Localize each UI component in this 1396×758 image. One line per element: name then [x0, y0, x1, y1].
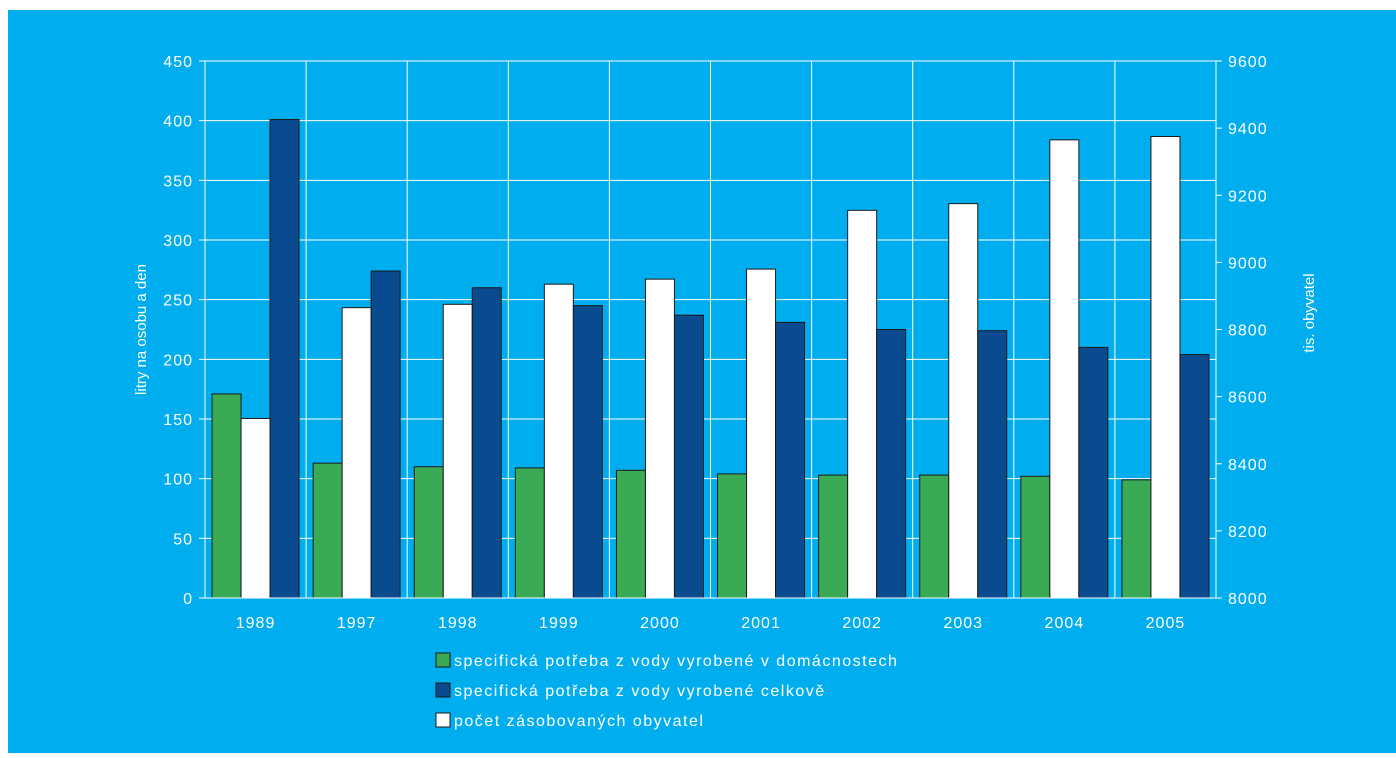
bar-total-consumption	[876, 329, 907, 599]
bar-total-consumption	[572, 305, 603, 599]
x-tick-label: 1989	[236, 615, 276, 632]
x-tick-label: 2004	[1045, 615, 1085, 632]
left-tick-label: 0	[183, 591, 193, 608]
right-tick-label: 8800	[1228, 323, 1268, 340]
left-tick-label: 50	[173, 531, 193, 548]
legend-label: počet zásobovaných obyvatel	[454, 713, 704, 730]
bars	[211, 118, 1210, 599]
right-tick-label: 9200	[1228, 188, 1268, 205]
bar-total-consumption	[370, 270, 401, 599]
bar-domestic-consumption	[717, 473, 748, 599]
bar-served-population	[948, 203, 979, 599]
bar-total-consumption	[1179, 354, 1210, 599]
bar-domestic-consumption	[818, 474, 849, 599]
bar-domestic-consumption	[919, 474, 950, 599]
bar-served-population	[341, 307, 372, 599]
right-axis-title: tis. obyvatel	[1301, 273, 1318, 352]
x-tick-label: 1999	[539, 615, 579, 632]
x-tick-label: 1998	[438, 615, 478, 632]
bar-total-consumption	[673, 314, 704, 599]
left-tick-label: 150	[163, 412, 193, 429]
chart-container: 0 50 100 150 200 250 300 350 400 450 8000 8200 8400…	[8, 10, 1396, 753]
left-tick-label: 200	[163, 352, 193, 369]
bar-domestic-consumption	[312, 462, 343, 599]
right-tick-label: 8200	[1228, 524, 1268, 541]
right-tick-label: 8600	[1228, 390, 1268, 407]
x-tick-label: 2000	[640, 615, 680, 632]
left-axis-title: litry na osobu a den	[133, 264, 150, 395]
left-tick-label: 450	[163, 54, 193, 71]
x-tick-label: 1997	[337, 615, 377, 632]
bar-total-consumption	[269, 118, 300, 599]
bar-served-population	[746, 268, 777, 599]
bar-total-consumption	[977, 330, 1008, 599]
right-tick-label: 8000	[1228, 591, 1268, 608]
bar-domestic-consumption	[1121, 479, 1152, 599]
x-tick-label: 2002	[842, 615, 882, 632]
bar-served-population	[543, 283, 574, 599]
bar-served-population	[442, 303, 473, 599]
right-tick-label: 9000	[1228, 255, 1268, 272]
legend-swatch	[435, 712, 451, 728]
bar-served-population	[644, 278, 675, 599]
right-tick-label: 8400	[1228, 457, 1268, 474]
legend-label: specifická potřeba z vody vyrobené celko…	[454, 683, 826, 700]
bar-chart: 0 50 100 150 200 250 300 350 400 450 8000 8200 8400…	[8, 10, 1396, 753]
left-axis-ticks: 0 50 100 150 200 250 300 350 400 450	[163, 54, 205, 608]
right-tick-label: 9600	[1228, 54, 1268, 71]
right-tick-label: 9400	[1228, 121, 1268, 138]
bar-served-population	[240, 417, 271, 599]
x-axis-ticks: 1989 1997 1998 1999 2000 2001 2002 2003 2004 2005	[236, 615, 1186, 632]
legend: specifická potřeba z vody vyrobené v dom…	[435, 652, 898, 730]
bar-domestic-consumption	[615, 469, 646, 599]
bar-served-population	[1150, 136, 1181, 599]
bar-served-population	[847, 209, 878, 599]
left-tick-label: 350	[163, 173, 193, 190]
legend-label: specifická potřeba z vody vyrobené v dom…	[454, 653, 898, 670]
x-tick-label: 2003	[943, 615, 983, 632]
bar-total-consumption	[775, 321, 806, 599]
x-tick-label: 2001	[741, 615, 781, 632]
legend-swatch	[435, 682, 451, 698]
bar-domestic-consumption	[1020, 475, 1051, 599]
left-tick-label: 100	[163, 472, 193, 489]
bar-domestic-consumption	[413, 466, 444, 599]
left-tick-label: 300	[163, 233, 193, 250]
x-tick-label: 2005	[1146, 615, 1186, 632]
bar-domestic-consumption	[211, 393, 242, 599]
bar-total-consumption	[471, 287, 502, 599]
left-tick-label: 400	[163, 114, 193, 131]
right-axis-ticks: 8000 8200 8400 8600 8800 9000 9200 9400 9600	[1216, 54, 1268, 608]
bar-domestic-consumption	[514, 467, 545, 599]
legend-swatch	[435, 652, 451, 668]
left-tick-label: 250	[163, 293, 193, 310]
bar-total-consumption	[1078, 346, 1109, 599]
bar-served-population	[1049, 139, 1080, 599]
